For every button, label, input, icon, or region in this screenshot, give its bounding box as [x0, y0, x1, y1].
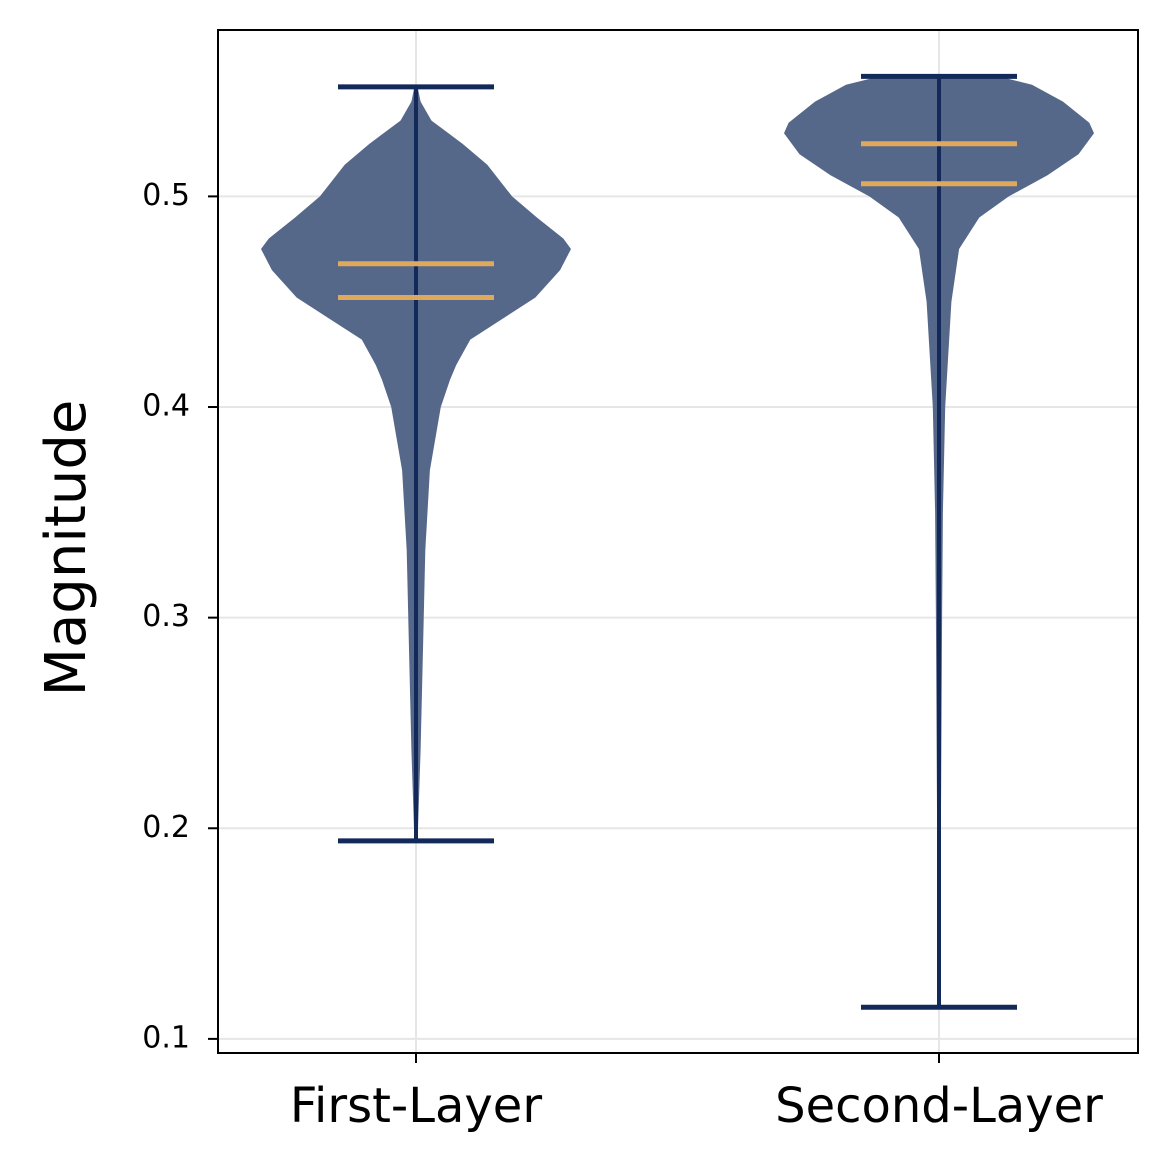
y-tick-label: 0.5: [142, 178, 190, 213]
plot-frame: [217, 29, 1139, 1054]
y-tick-label: 0.4: [142, 389, 190, 424]
y-axis-label: Magnitude: [34, 400, 99, 697]
y-tick-label: 0.2: [142, 810, 190, 845]
y-tick-label: 0.1: [142, 1020, 190, 1055]
x-tick-label: Second-Layer: [775, 1078, 1103, 1134]
x-tick-label: First-Layer: [290, 1078, 542, 1134]
y-tick-label: 0.3: [142, 599, 190, 634]
